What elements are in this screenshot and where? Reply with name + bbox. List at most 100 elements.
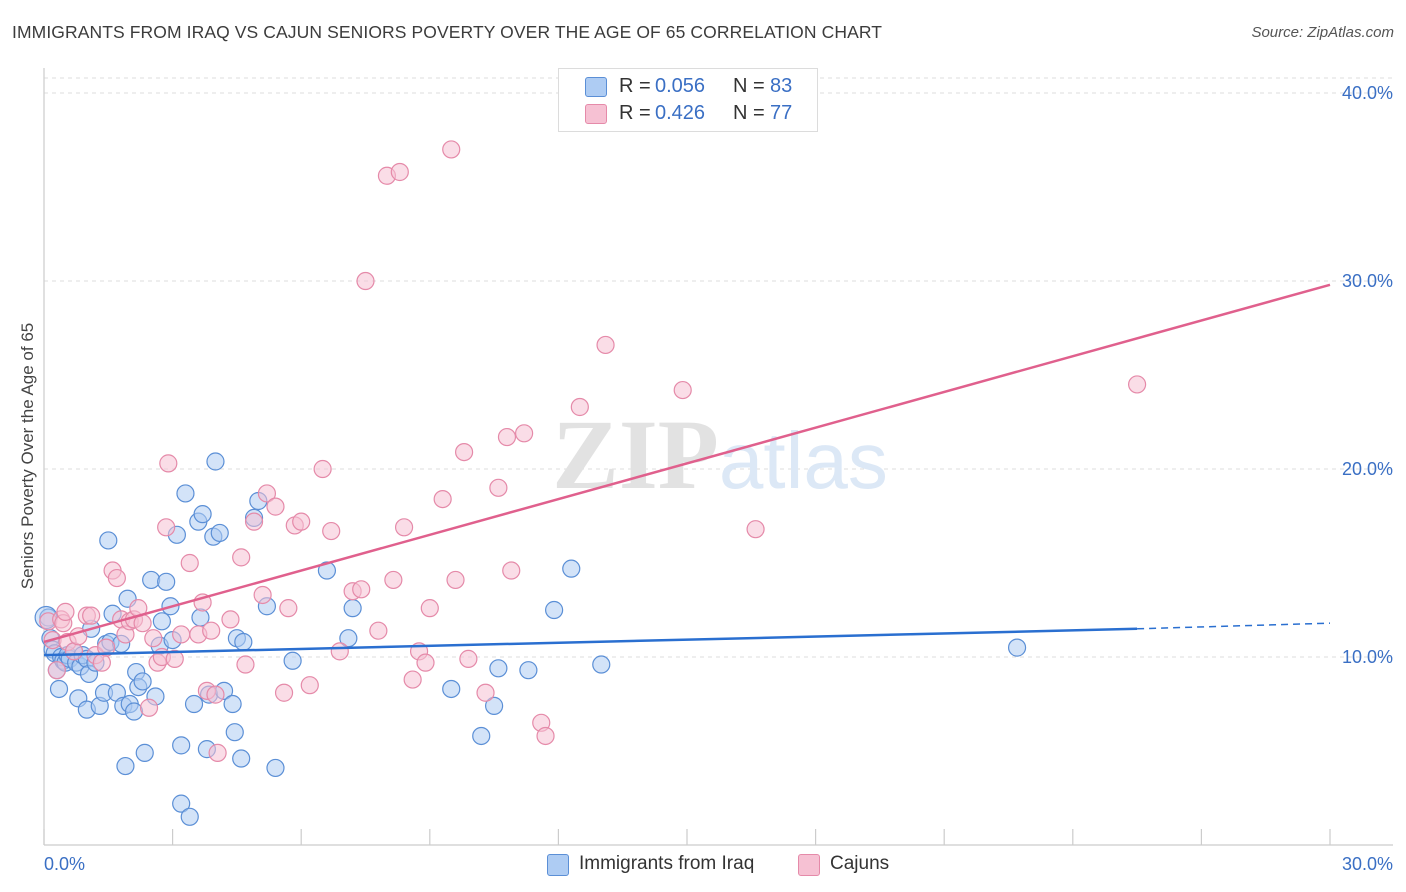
watermark-zip: ZIP [552, 399, 719, 510]
y-axis-label: Seniors Poverty Over the Age of 65 [18, 323, 37, 589]
grid-lines [44, 77, 1393, 658]
point-cajuns [172, 625, 191, 644]
point-iraq [180, 807, 199, 826]
point-cajuns [1127, 375, 1147, 394]
point-cajuns [313, 459, 332, 479]
point-iraq [232, 749, 251, 768]
point-iraq [124, 702, 144, 721]
legend-r-value: 0.056 [655, 75, 706, 97]
point-iraq [225, 723, 244, 742]
point-cajuns [257, 484, 277, 503]
point-iraq [472, 726, 491, 746]
point-cajuns [515, 424, 534, 443]
point-cajuns [536, 726, 555, 746]
point-cajuns [279, 599, 298, 618]
legend-swatch-cajuns [585, 104, 607, 124]
point-cajuns [596, 335, 615, 355]
point-cajuns [403, 670, 422, 689]
point-cajuns [139, 698, 159, 717]
legend-n-value: 77 [770, 102, 793, 124]
point-iraq [283, 651, 302, 670]
point-cajuns [253, 585, 272, 605]
point-iraq [545, 600, 564, 620]
trend-line-iraq [43, 627, 1138, 657]
trend-lines [43, 283, 1331, 657]
point-cajuns [157, 518, 176, 537]
point-iraq [1007, 638, 1027, 657]
point-cajuns [369, 621, 388, 640]
legend-r-label: R = [619, 102, 651, 124]
x-tick-label-min: 0.0% [44, 854, 85, 874]
point-iraq [172, 736, 191, 755]
point-cajuns [420, 599, 439, 618]
point-cajuns [489, 478, 508, 497]
point-iraq [442, 679, 461, 699]
point-iraq [206, 452, 225, 471]
legend-n-value: 83 [770, 75, 793, 97]
point-iraq [157, 572, 176, 591]
point-iraq [49, 679, 69, 699]
point-iraq [223, 694, 242, 714]
point-cajuns [107, 568, 126, 588]
point-iraq [142, 570, 161, 590]
series-cajuns-points [39, 140, 1147, 762]
point-cajuns [56, 602, 75, 621]
trend-line-cajuns [43, 283, 1331, 644]
point-cajuns [202, 621, 221, 640]
point-cajuns [746, 520, 765, 539]
point-cajuns [92, 653, 111, 672]
point-cajuns [442, 140, 461, 159]
point-iraq [592, 655, 611, 674]
point-cajuns [352, 580, 371, 599]
bottom-legend-swatch-cajuns [798, 854, 820, 876]
point-iraq [99, 531, 118, 550]
point-iraq [234, 632, 253, 652]
point-cajuns [232, 548, 251, 567]
y-tick-labels: 10.0% 20.0% 30.0% 40.0% [1342, 83, 1393, 667]
point-cajuns [97, 638, 116, 657]
point-cajuns [266, 497, 285, 516]
bottom-legend-swatch-iraq [547, 854, 569, 876]
legend-swatch-iraq [585, 77, 607, 97]
point-iraq [266, 758, 285, 778]
y-tick-label: 20.0% [1342, 459, 1393, 479]
point-cajuns [208, 743, 227, 762]
point-cajuns [144, 629, 163, 648]
chart-title: IMMIGRANTS FROM IRAQ VS CAJUN SENIORS PO… [12, 22, 883, 42]
point-cajuns [274, 683, 294, 702]
legend-n-label: N = [733, 75, 765, 97]
point-iraq [210, 523, 229, 543]
point-cajuns [221, 610, 240, 629]
point-cajuns [180, 553, 199, 573]
point-cajuns [206, 685, 225, 704]
point-cajuns [159, 454, 178, 473]
point-iraq [193, 505, 212, 524]
y-tick-label: 10.0% [1342, 647, 1393, 667]
x-tick-marks [43, 829, 1331, 845]
point-cajuns [47, 661, 66, 680]
point-cajuns [165, 649, 184, 668]
bottom-legend-label-iraq: Immigrants from Iraq [579, 853, 755, 874]
point-cajuns [459, 649, 478, 668]
trend-line-iraq-extension [1137, 622, 1331, 630]
point-cajuns [433, 489, 452, 509]
legend-r-label: R = [619, 75, 651, 97]
watermark-atlas: atlas [719, 416, 888, 505]
point-cajuns [454, 443, 474, 462]
point-iraq [116, 756, 135, 776]
point-cajuns [416, 653, 435, 672]
point-cajuns [390, 162, 409, 182]
point-iraq [172, 794, 191, 813]
point-cajuns [82, 606, 101, 625]
point-iraq [135, 743, 154, 762]
point-cajuns [300, 676, 319, 695]
x-tick-label-max: 30.0% [1342, 854, 1393, 874]
point-cajuns [330, 642, 349, 661]
point-cajuns [356, 271, 375, 291]
source-label: Source: ZipAtlas.com [1251, 24, 1394, 41]
axes [43, 68, 1393, 846]
point-iraq [489, 659, 508, 678]
stats-legend: R = 0.056 N = 83 R = 0.426 N = 77 [558, 68, 818, 132]
